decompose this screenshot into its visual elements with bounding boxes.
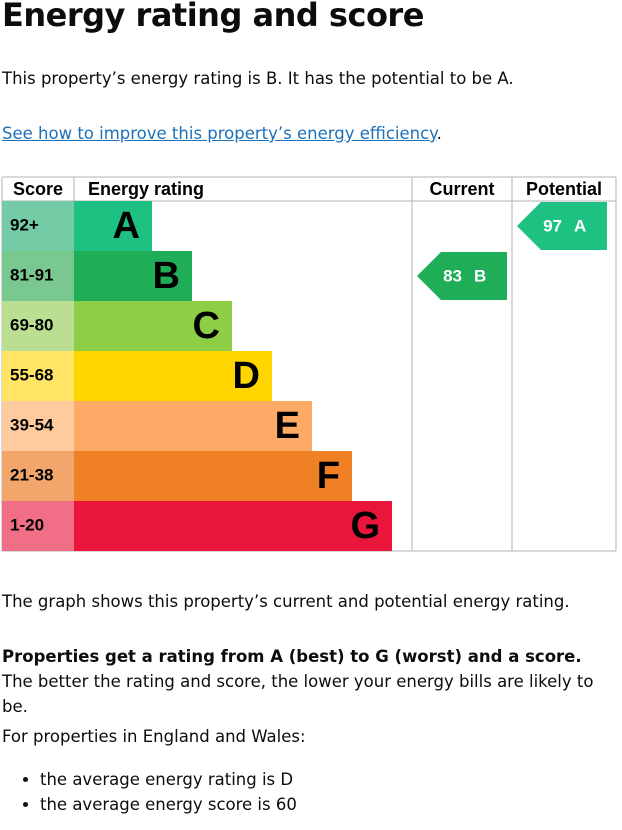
- band-letter: A: [113, 205, 140, 247]
- column-header: Potential: [526, 179, 602, 199]
- column-header: Current: [429, 179, 494, 199]
- graph-note: The graph shows this property’s current …: [2, 592, 570, 611]
- band-bar: [74, 301, 232, 351]
- score-cell: [2, 351, 74, 401]
- band-bar: [74, 251, 192, 301]
- bullet: the average energy rating is D: [40, 767, 297, 792]
- explain-bold: Properties get a rating from A (best) to…: [2, 647, 582, 666]
- score-cell: [2, 301, 74, 351]
- bullet-list: the average energy rating is D the avera…: [2, 767, 297, 817]
- band-bar: [74, 451, 352, 501]
- band-bar: [74, 501, 392, 551]
- band-letter: D: [233, 355, 260, 397]
- band-letter: B: [153, 255, 180, 297]
- bullet: the average energy score is 60: [40, 792, 297, 817]
- link-after: .: [436, 124, 442, 143]
- band-letter: G: [350, 505, 380, 547]
- score-range: 21-38: [10, 465, 53, 484]
- score-cell: [2, 251, 74, 301]
- potential-score: 97: [543, 216, 562, 235]
- score-cell: [2, 201, 74, 251]
- score-cell: [2, 401, 74, 451]
- column-header: Energy rating: [88, 179, 204, 199]
- region: For properties in England and Wales:: [2, 727, 306, 746]
- score-range: 81-91: [10, 265, 53, 284]
- band-letter: F: [317, 455, 340, 497]
- page-title: Energy rating and score: [2, 0, 424, 34]
- band-bar: [74, 201, 152, 251]
- band-letter: E: [275, 405, 300, 447]
- score-cell: [2, 501, 74, 551]
- score-range: 92+: [10, 215, 39, 234]
- band-bar: [74, 401, 312, 451]
- improve-link[interactable]: See how to improve this property’s energ…: [2, 124, 437, 143]
- energy-graph: Score Energy rating Current Potential 92+ A 81…: [1, 176, 617, 552]
- current-arrow: [417, 252, 507, 300]
- score-range: 69-80: [10, 315, 53, 334]
- band-bar: [74, 351, 272, 401]
- score-cell: [2, 451, 74, 501]
- column-header: Score: [13, 179, 63, 199]
- current-score: 83: [443, 266, 462, 285]
- score-range: 39-54: [10, 415, 54, 434]
- potential-rating: A: [574, 216, 586, 235]
- current-rating: B: [474, 266, 486, 285]
- explain-text: The better the rating and score, the low…: [2, 672, 594, 716]
- score-range: 55-68: [10, 365, 53, 384]
- intro: This property’s energy rating is B. It h…: [2, 69, 514, 88]
- potential-arrow: [517, 202, 607, 250]
- link-line: See how to improve this property’s energ…: [2, 121, 614, 146]
- score-range: 1-20: [10, 515, 44, 534]
- explain: Properties get a rating from A (best) to…: [2, 644, 614, 719]
- band-letter: C: [193, 305, 220, 347]
